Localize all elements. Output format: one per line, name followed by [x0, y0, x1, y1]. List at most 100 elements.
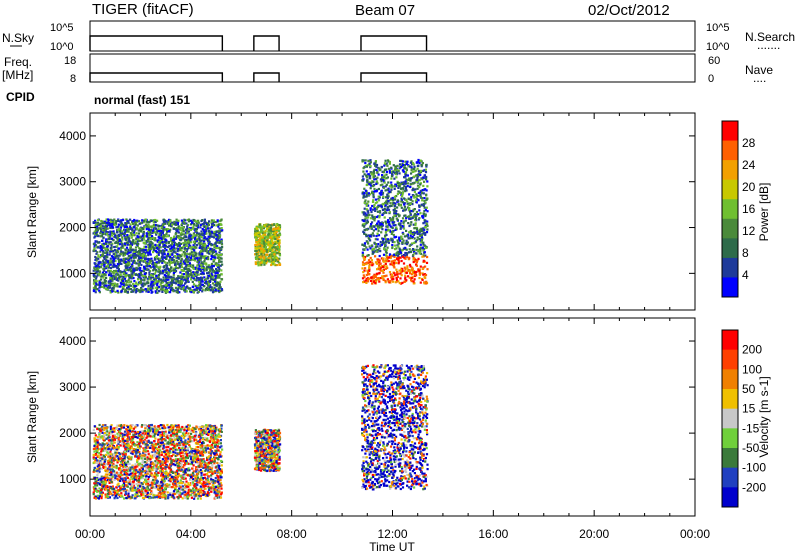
power-cell [108, 286, 111, 289]
power-cell [395, 185, 398, 188]
power-cell [201, 250, 204, 253]
power-cell [373, 217, 376, 220]
power-cell [147, 258, 150, 262]
power-cell [195, 239, 198, 242]
power-cell [165, 264, 169, 267]
power-cell [176, 250, 179, 253]
power-cell [105, 252, 108, 255]
power-cell [261, 254, 264, 257]
power-cell [130, 290, 133, 293]
power-cell [111, 226, 114, 229]
power-cell [190, 291, 193, 294]
power-cell [406, 160, 409, 163]
power-cell [276, 258, 279, 261]
power-cell [396, 182, 399, 185]
power-cell [159, 234, 163, 237]
power-cell [186, 276, 189, 279]
power-cell [405, 173, 408, 176]
power-cell [109, 263, 112, 266]
power-cell [405, 234, 408, 237]
power-cell [397, 215, 401, 218]
power-cell [273, 263, 276, 266]
power-cell [405, 271, 408, 274]
power-cell [127, 258, 130, 262]
power-cell [265, 248, 268, 252]
power-cell [134, 250, 137, 253]
power-cell [409, 161, 412, 164]
power-cell [368, 265, 371, 268]
power-cell [415, 226, 419, 230]
power-cell [392, 261, 396, 265]
power-cell [206, 272, 209, 275]
power-cell [133, 254, 136, 257]
power-cell [173, 269, 176, 272]
power-cell [211, 249, 215, 252]
power-cell [205, 266, 209, 269]
power-cell [395, 268, 398, 271]
power-cell [103, 229, 106, 232]
power-cell [214, 245, 217, 248]
power-cell [399, 226, 402, 229]
power-cell [426, 197, 429, 200]
power-cell [135, 285, 138, 288]
power-cell [96, 263, 100, 267]
power-cell [207, 265, 210, 268]
power-cell [120, 251, 123, 254]
power-cell [398, 238, 401, 241]
power-cell [173, 220, 176, 223]
power-cell [108, 224, 111, 227]
power-cell [391, 245, 394, 248]
power-cell [269, 246, 272, 249]
power-cell [99, 247, 102, 250]
power-cell [94, 263, 97, 266]
power-cell [194, 267, 197, 270]
power-cell [385, 183, 388, 186]
power-cell [211, 271, 214, 274]
power-cell [130, 273, 133, 276]
power-cell [166, 254, 169, 257]
power-cell [178, 244, 181, 247]
power-cell [107, 223, 110, 226]
power-cell [122, 252, 125, 255]
power-cell [178, 237, 181, 240]
power-cell [195, 233, 199, 236]
power-cell [406, 200, 409, 203]
power-cell [109, 237, 112, 240]
power-cell [136, 235, 139, 238]
power-cell [387, 208, 391, 211]
power-cell [180, 263, 183, 266]
power-cell [103, 265, 106, 268]
power-cell [164, 283, 167, 287]
power-cell [254, 245, 257, 248]
power-cell [204, 280, 207, 283]
power-cell [203, 242, 206, 245]
power-cell [362, 213, 365, 216]
power-cell [202, 285, 206, 288]
power-cell [123, 226, 126, 229]
power-cell [278, 242, 281, 245]
power-cell [107, 241, 110, 244]
power-cell [205, 277, 208, 280]
power-cell [381, 176, 384, 180]
power-cell [193, 257, 196, 260]
power-cell [148, 225, 151, 228]
power-cell [391, 237, 394, 241]
power-cell [274, 233, 277, 236]
power-cell [422, 222, 425, 225]
power-cell [405, 253, 408, 256]
power-cell [180, 277, 183, 280]
power-cell [139, 235, 142, 238]
power-cell [94, 291, 97, 294]
power-cell [138, 261, 141, 264]
power-cell [98, 281, 101, 284]
power-cell [113, 272, 116, 275]
power-cell [192, 218, 195, 222]
power-cell [124, 249, 127, 252]
power-cell [405, 168, 408, 172]
power-cell [99, 235, 102, 238]
power-cell [410, 172, 413, 175]
power-cell [383, 181, 386, 184]
power-cell [275, 257, 278, 260]
power-cell [209, 289, 212, 292]
power-cell [405, 248, 408, 251]
